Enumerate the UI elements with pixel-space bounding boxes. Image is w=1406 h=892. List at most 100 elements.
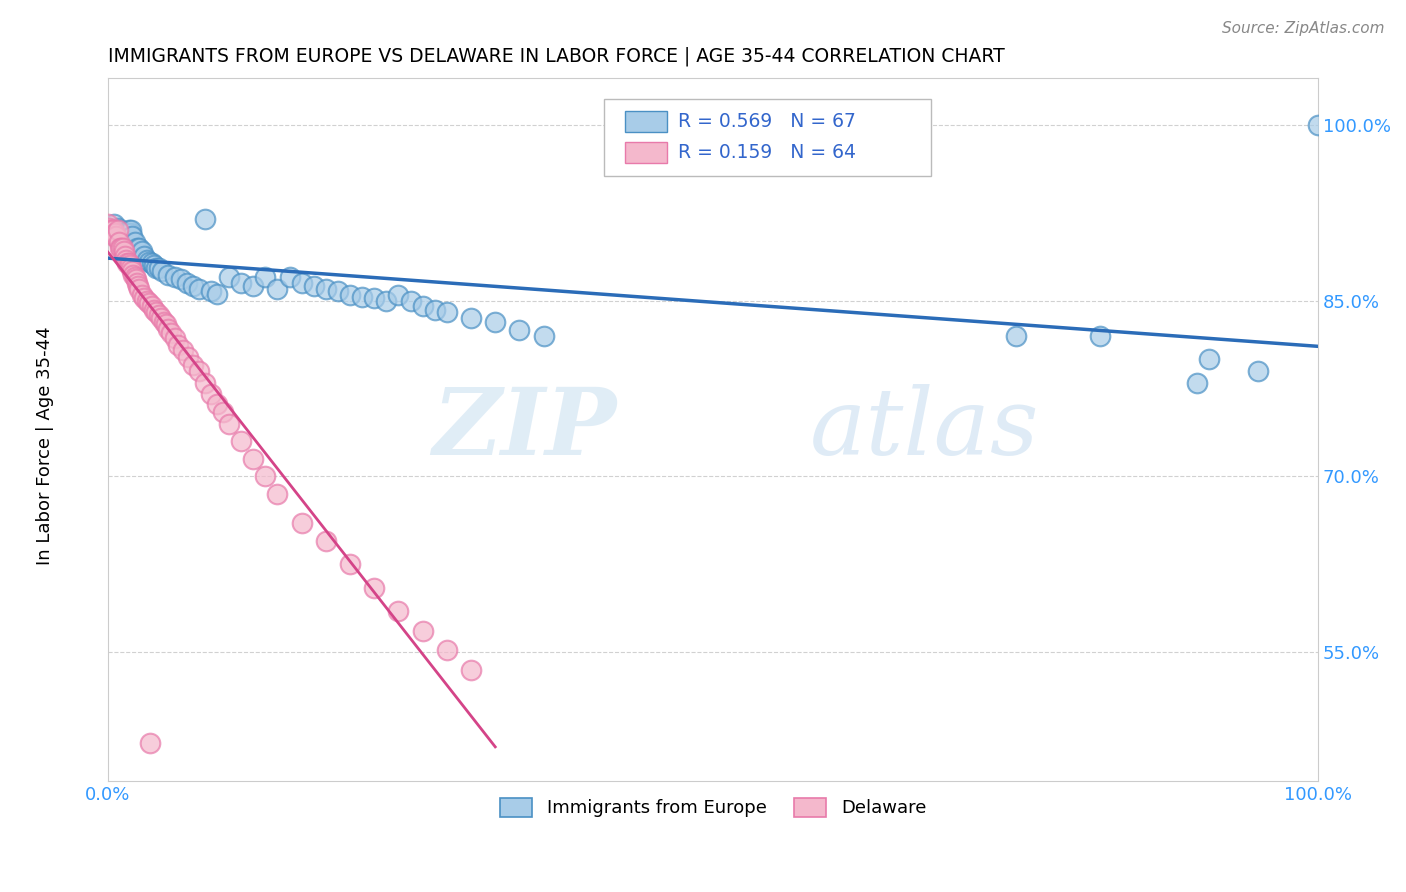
Point	[143, 259, 166, 273]
Point	[160, 326, 183, 341]
Point	[114, 229, 136, 244]
Point	[339, 287, 361, 301]
Point	[278, 270, 301, 285]
Point	[157, 268, 180, 282]
Point	[111, 229, 134, 244]
Point	[134, 249, 156, 263]
Point	[205, 397, 228, 411]
Point	[135, 252, 157, 267]
Point	[200, 387, 222, 401]
Point	[105, 229, 128, 244]
Point	[1198, 352, 1220, 367]
Point	[120, 223, 142, 237]
Legend: Immigrants from Europe, Delaware: Immigrants from Europe, Delaware	[492, 791, 934, 825]
Point	[460, 663, 482, 677]
Point	[229, 276, 252, 290]
Point	[125, 272, 148, 286]
Point	[460, 311, 482, 326]
Point	[135, 293, 157, 308]
Point	[1090, 328, 1112, 343]
Point	[169, 272, 191, 286]
Point	[363, 291, 385, 305]
Point	[412, 299, 434, 313]
Point	[157, 321, 180, 335]
Point	[141, 299, 163, 313]
Point	[387, 287, 409, 301]
Point	[115, 229, 138, 244]
Point	[181, 358, 204, 372]
Point	[145, 305, 167, 319]
Point	[339, 558, 361, 572]
Point	[117, 256, 139, 270]
Point	[100, 223, 122, 237]
Point	[100, 223, 122, 237]
Point	[114, 249, 136, 263]
Point	[218, 270, 240, 285]
Text: IMMIGRANTS FROM EUROPE VS DELAWARE IN LABOR FORCE | AGE 35-44 CORRELATION CHART: IMMIGRANTS FROM EUROPE VS DELAWARE IN LA…	[108, 46, 1005, 66]
Point	[167, 338, 190, 352]
Point	[266, 487, 288, 501]
Point	[112, 226, 135, 240]
Point	[302, 279, 325, 293]
Point	[194, 376, 217, 390]
Point	[187, 364, 209, 378]
FancyBboxPatch shape	[624, 111, 666, 132]
Point	[145, 260, 167, 275]
Point	[315, 282, 337, 296]
Point	[118, 259, 141, 273]
Point	[125, 241, 148, 255]
Point	[107, 223, 129, 237]
Point	[399, 293, 422, 308]
Point	[127, 279, 149, 293]
Point	[138, 296, 160, 310]
Point	[115, 252, 138, 267]
Point	[120, 260, 142, 275]
Point	[436, 305, 458, 319]
Point	[98, 220, 121, 235]
Point	[242, 279, 264, 293]
Point	[100, 223, 122, 237]
Point	[118, 226, 141, 240]
Point	[122, 268, 145, 282]
Point	[1246, 364, 1268, 378]
Point	[110, 229, 132, 244]
Point	[254, 270, 277, 285]
Point	[124, 235, 146, 249]
Point	[110, 241, 132, 255]
Point	[141, 256, 163, 270]
Point	[152, 264, 174, 278]
Point	[117, 229, 139, 244]
Point	[112, 244, 135, 259]
Point	[128, 282, 150, 296]
Point	[177, 350, 200, 364]
Point	[155, 317, 177, 331]
Point	[229, 434, 252, 449]
Point	[436, 642, 458, 657]
Point	[1308, 118, 1330, 132]
Point	[242, 451, 264, 466]
Point	[111, 241, 134, 255]
Point	[266, 282, 288, 296]
Point	[1004, 328, 1026, 343]
Point	[150, 311, 173, 326]
Point	[121, 264, 143, 278]
Point	[387, 604, 409, 618]
Text: In Labor Force | Age 35-44: In Labor Force | Age 35-44	[37, 326, 53, 566]
Point	[484, 315, 506, 329]
Point	[181, 279, 204, 293]
Point	[148, 308, 170, 322]
Point	[108, 241, 131, 255]
Point	[375, 293, 398, 308]
Point	[117, 256, 139, 270]
Point	[218, 417, 240, 431]
Point	[103, 218, 125, 232]
Point	[103, 229, 125, 244]
Point	[108, 226, 131, 240]
Point	[194, 211, 217, 226]
Point	[254, 469, 277, 483]
Point	[124, 270, 146, 285]
Point	[363, 581, 385, 595]
Point	[131, 244, 153, 259]
Text: ZIP: ZIP	[432, 384, 616, 475]
Point	[533, 328, 555, 343]
